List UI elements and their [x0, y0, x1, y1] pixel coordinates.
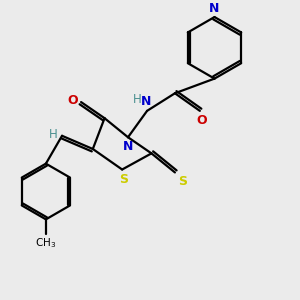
Text: H: H	[133, 93, 142, 106]
Text: N: N	[141, 95, 152, 108]
Text: S: S	[119, 173, 128, 186]
Text: N: N	[209, 2, 220, 15]
Text: S: S	[178, 175, 188, 188]
Text: N: N	[123, 140, 133, 153]
Text: O: O	[68, 94, 78, 107]
Text: CH$_3$: CH$_3$	[35, 236, 56, 250]
Text: O: O	[196, 114, 207, 128]
Text: H: H	[49, 128, 58, 140]
